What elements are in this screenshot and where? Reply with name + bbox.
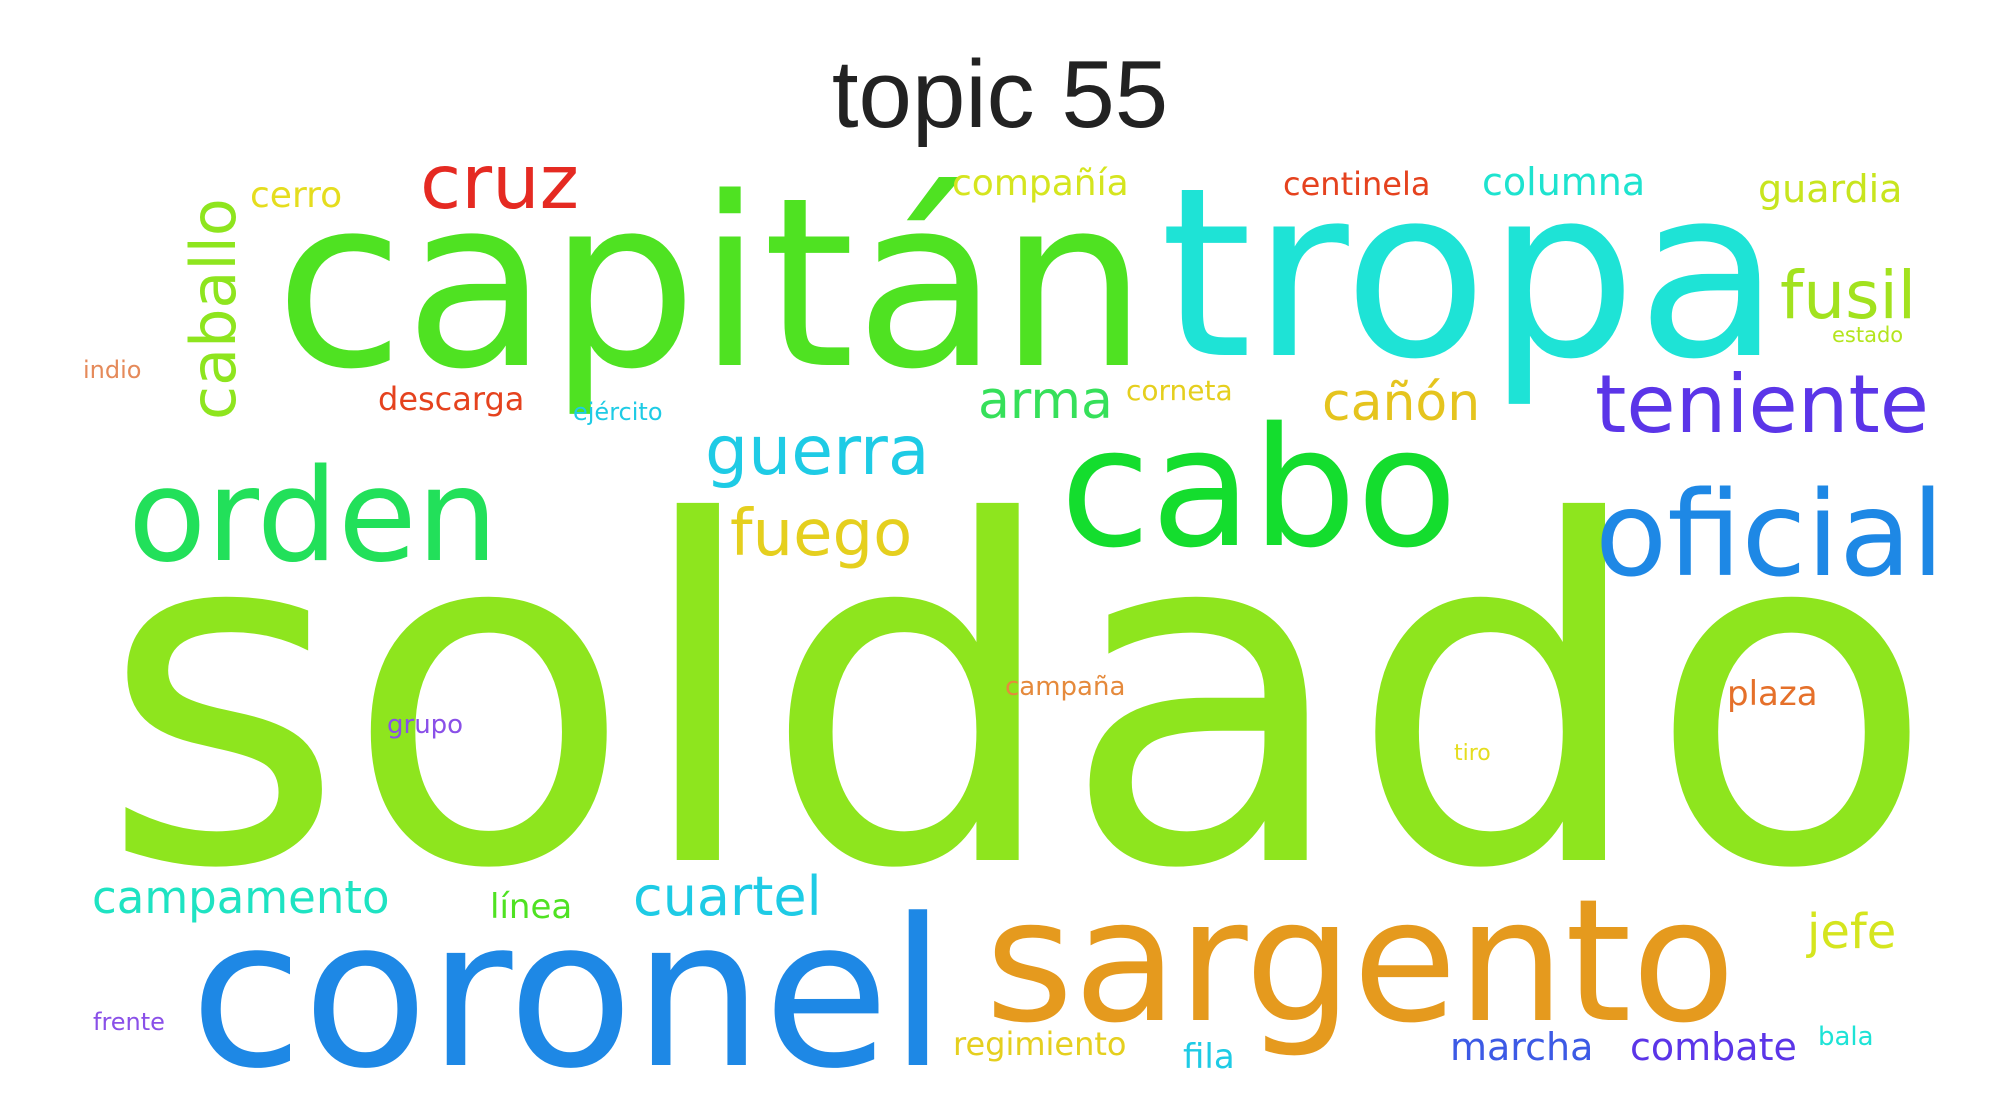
word-canon: cañón — [1322, 373, 1480, 433]
word-marcha: marcha — [1450, 1025, 1593, 1069]
page-title: topic 55 — [831, 41, 1169, 148]
word-fila: fila — [1183, 1037, 1235, 1077]
word-bala: bala — [1818, 1022, 1874, 1052]
word-oficial: oficial — [1595, 465, 1944, 603]
word-indio: indio — [83, 356, 141, 384]
word-cruz: cruz — [420, 138, 579, 226]
word-descarga: descarga — [378, 380, 524, 418]
word-caballo: caballo — [177, 198, 250, 420]
word-plaza: plaza — [1727, 674, 1818, 714]
word-frente: frente — [93, 1008, 165, 1036]
word-campamento: campamento — [92, 871, 390, 924]
word-fusil: fusil — [1780, 257, 1916, 334]
word-tiro: tiro — [1454, 741, 1491, 766]
word-guardia: guardia — [1758, 167, 1902, 211]
word-linea: línea — [490, 887, 572, 927]
word-capitan: capitán — [275, 148, 1148, 421]
word-sargento: sargento — [985, 863, 1736, 1061]
word-grupo: grupo — [387, 710, 463, 740]
word-corneta: corneta — [1126, 374, 1233, 407]
word-teniente: teniente — [1595, 358, 1929, 451]
word-jefe: jefe — [1806, 904, 1896, 960]
word-arma: arma — [978, 371, 1113, 431]
word-compania: compañía — [952, 163, 1129, 204]
word-coronel: coronel — [190, 876, 946, 1100]
word-cuartel: cuartel — [633, 865, 822, 928]
word-estado: estado — [1832, 323, 1903, 347]
word-fuego: fuego — [730, 497, 912, 571]
word-regimiento: regimiento — [953, 1025, 1127, 1063]
word-combate: combate — [1630, 1025, 1797, 1069]
word-centinela: centinela — [1283, 165, 1430, 203]
word-campana: campaña — [1005, 672, 1125, 702]
word-cerro: cerro — [250, 175, 342, 216]
word-ejercito: ejército — [573, 398, 663, 426]
word-soldado: soldado — [100, 424, 1935, 971]
word-guerra: guerra — [705, 412, 930, 491]
word-orden: orden — [128, 442, 498, 591]
word-columna: columna — [1482, 160, 1645, 204]
word-tropa: tropa — [1160, 138, 1781, 411]
word-cabo: cabo — [1060, 392, 1458, 584]
